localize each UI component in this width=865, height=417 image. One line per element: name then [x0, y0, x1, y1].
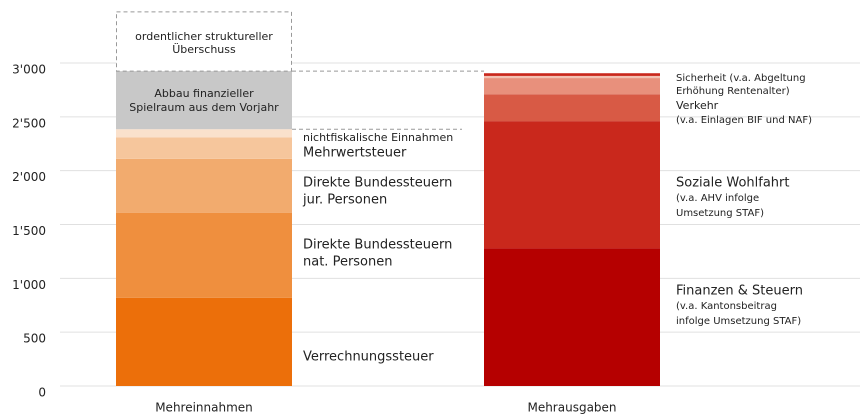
bar-segment: [116, 212, 292, 298]
segment-label: nichtfiskalische Einnahmen: [303, 131, 453, 144]
segment-label: Direkte Bundessteuern: [303, 238, 452, 253]
segment-label: Umsetzung STAF): [676, 208, 764, 219]
y-tick-label: 2'500: [12, 116, 46, 130]
segment-label: Sicherheit (v.a. Abgeltung: [676, 73, 806, 84]
bar-segment: [484, 121, 660, 249]
bar-segment: [484, 75, 660, 79]
segment-label: Spielraum aus dem Vorjahr: [129, 101, 279, 114]
y-tick-label: 1'000: [12, 278, 46, 292]
segment-label: Direkte Bundessteuern: [303, 176, 452, 191]
y-tick-label: 0: [38, 386, 46, 400]
bar-segment: [484, 73, 660, 76]
segment-label: Abbau finanzieller: [154, 87, 254, 100]
bar-segment: [484, 94, 660, 122]
segment-label: Erhöhung Rentenalter): [676, 86, 790, 97]
bar-segment: [116, 158, 292, 213]
segment-label: nat. Personen: [303, 255, 393, 270]
y-tick-label: 500: [23, 332, 46, 346]
segment-label: (v.a. Kantonsbeitrag: [676, 301, 777, 312]
y-tick-label: 1'500: [12, 224, 46, 238]
segment-label: Überschuss: [172, 43, 236, 56]
bar-segment: [116, 129, 292, 138]
segment-label: Soziale Wohlfahrt: [676, 176, 789, 191]
bar-segment: [116, 71, 292, 130]
segment-label: Verkehr: [676, 99, 719, 112]
segment-label: infolge Umsetzung STAF): [676, 316, 801, 327]
segment-label: Mehrwertsteuer: [303, 146, 407, 161]
y-tick-label: 2'000: [12, 170, 46, 184]
bar-segment: [116, 11, 292, 72]
x-tick-label: Mehreinnahmen: [155, 401, 253, 415]
segment-label: ordentlicher struktureller: [135, 30, 273, 43]
bar-segment: [116, 137, 292, 159]
segment-label: jur. Personen: [302, 193, 387, 208]
segment-label: (v.a. AHV infolge: [676, 193, 759, 204]
segment-label: Finanzen & Steuern: [676, 284, 803, 299]
bar-segment: [484, 248, 660, 386]
segment-label: Verrechnungssteuer: [303, 350, 434, 365]
x-tick-label: Mehrausgaben: [527, 401, 616, 415]
bar-segment: [484, 78, 660, 95]
y-tick-label: 3'000: [12, 63, 46, 77]
segment-label: (v.a. Einlagen BIF und NAF): [676, 115, 812, 126]
bar-segment: [116, 297, 292, 386]
